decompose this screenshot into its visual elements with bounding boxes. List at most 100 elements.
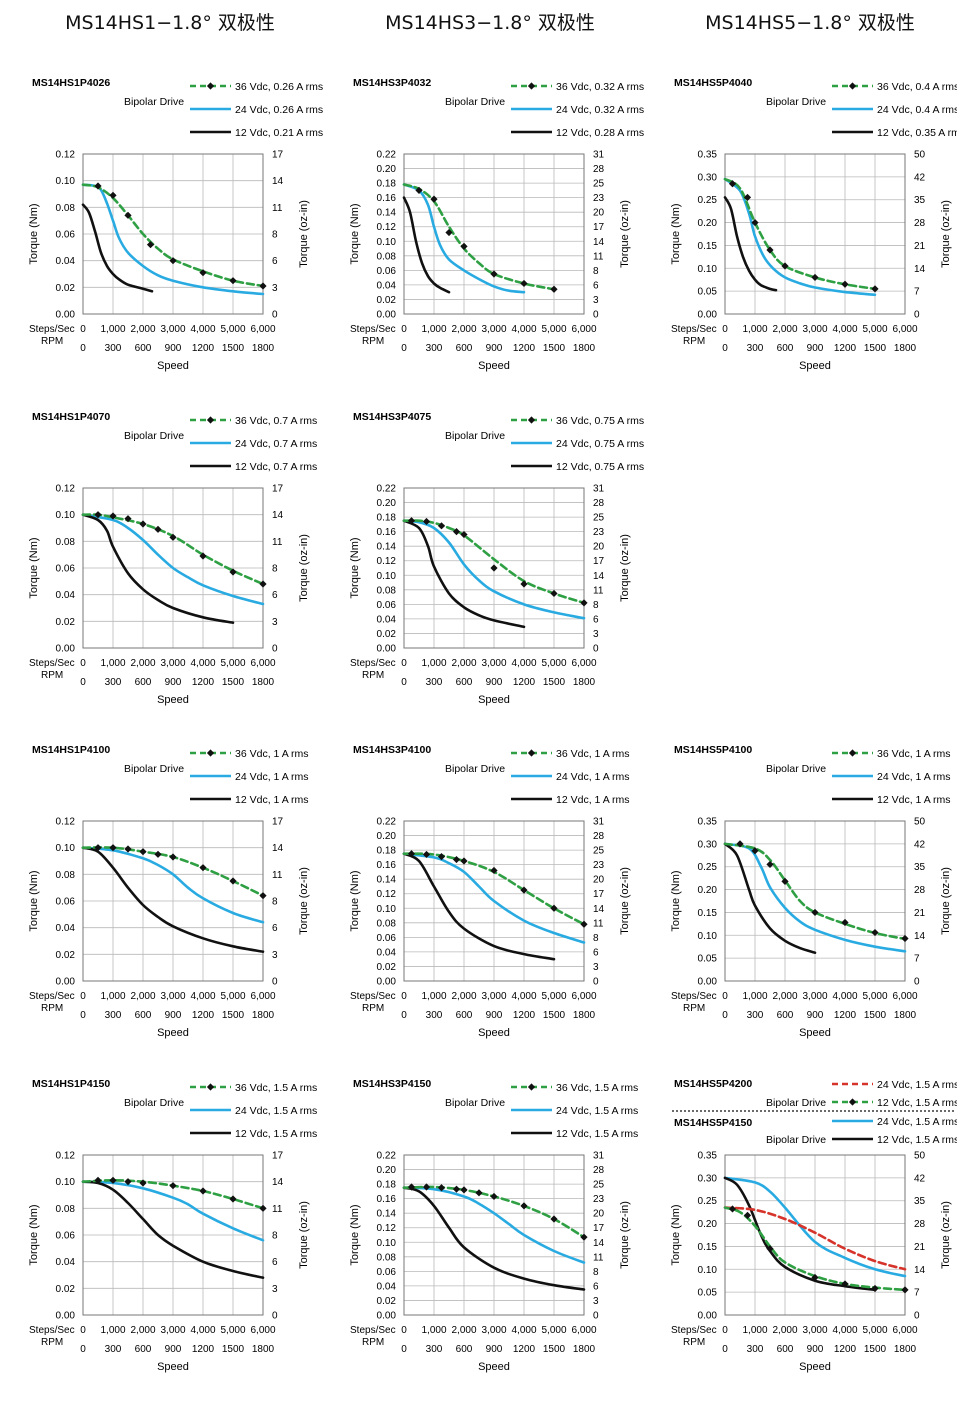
- y-tick-label: 0.04: [56, 1257, 76, 1268]
- y2-tick-label: 0: [914, 1311, 920, 1322]
- y2-tick-label: 6: [593, 947, 599, 958]
- y-tick-label: 0.22: [377, 150, 397, 161]
- series-marker: [259, 892, 267, 900]
- legend-subtitle: Bipolar Drive: [766, 96, 826, 108]
- y-tick-label: 0.08: [56, 537, 76, 548]
- x-tick-label: 0: [401, 1325, 407, 1336]
- x-tick-label: 3,000: [481, 1325, 506, 1336]
- x-row-label: Steps/Sec: [350, 1325, 396, 1336]
- chart-ms14hs1p4026: MS14HS1P4026 Bipolar Drive 36 Vdc, 0.26 A …: [28, 72, 348, 402]
- rpm-tick-label: 1500: [222, 1344, 245, 1355]
- x-tick-label: 6,000: [571, 1325, 596, 1336]
- y-tick-label: 0.10: [698, 1265, 718, 1276]
- legend-subtitle: Bipolar Drive: [445, 1097, 505, 1109]
- x-axis-title: Speed: [799, 1027, 831, 1039]
- series-marker: [452, 1185, 461, 1193]
- y-axis-title: Torque (Nm): [28, 203, 40, 264]
- x-tick-label: 5,000: [541, 324, 566, 335]
- y2-tick-label: 25: [593, 1180, 605, 1191]
- series-line: [402, 183, 526, 294]
- series-marker: [751, 847, 759, 855]
- y-tick-label: 0.02: [377, 295, 397, 306]
- y2-tick-label: 17: [272, 150, 284, 161]
- rpm-tick-label: 1200: [192, 677, 215, 688]
- y2-tick-label: 50: [914, 150, 926, 161]
- rpm-row-label: RPM: [362, 1003, 384, 1014]
- rpm-tick-label: 1200: [834, 1344, 857, 1355]
- y-tick-label: 0.06: [377, 600, 397, 611]
- y2-tick-label: 3: [593, 629, 599, 640]
- legend-marker: [848, 82, 857, 90]
- y-tick-label: 0.12: [56, 150, 76, 161]
- plot-frame: [724, 1154, 906, 1316]
- rpm-tick-label: 0: [80, 1010, 86, 1021]
- y2-tick-label: 20: [593, 542, 605, 553]
- rpm-row-label: RPM: [362, 670, 384, 681]
- x-tick-label: 2,000: [772, 324, 797, 335]
- plot-frame: [82, 487, 264, 649]
- rpm-tick-label: 0: [722, 1010, 728, 1021]
- y2-tick-label: 11: [593, 1252, 604, 1263]
- y-tick-label: 0.04: [56, 590, 76, 601]
- y-tick-label: 0.18: [377, 179, 397, 190]
- y2-tick-label: 50: [914, 1151, 926, 1162]
- series-line: [402, 852, 556, 961]
- y2-tick-label: 0: [593, 644, 599, 655]
- y2-tick-label: 14: [272, 843, 284, 854]
- y2-axis-title: Torque (oz-in): [298, 534, 310, 602]
- legend-subtitle: Bipolar Drive: [766, 1097, 826, 1109]
- series-marker: [811, 273, 819, 282]
- y2-tick-label: 0: [593, 1311, 599, 1322]
- y2-tick-label: 8: [272, 1231, 278, 1242]
- legend-label: 12 Vdc, 1.5 A rms: [877, 1097, 957, 1109]
- y-tick-label: 0.15: [698, 241, 718, 252]
- y2-tick-label: 28: [914, 1219, 926, 1230]
- x-tick-label: 6,000: [892, 1325, 917, 1336]
- rpm-tick-label: 600: [777, 1344, 794, 1355]
- chart-svg: MS14HS3P4075 Bipolar Drive 36 Vdc, 0.75 A …: [349, 411, 644, 706]
- series-line: [81, 183, 265, 296]
- rpm-tick-label: 1200: [513, 1344, 536, 1355]
- rpm-tick-label: 1200: [192, 1010, 215, 1021]
- legend-label: 36 Vdc, 0.4 A rms: [877, 81, 957, 93]
- y-tick-label: 0.10: [56, 510, 76, 521]
- x-row-label: Steps/Sec: [671, 1325, 717, 1336]
- legend-marker: [206, 416, 215, 424]
- series-marker: [124, 1178, 132, 1186]
- y2-tick-label: 23: [593, 860, 605, 871]
- x-axis-title: Speed: [478, 360, 510, 372]
- series-line: [402, 1186, 586, 1264]
- rpm-tick-label: 1800: [252, 1344, 275, 1355]
- series-line: [81, 846, 265, 924]
- y-tick-label: 0.08: [56, 1204, 76, 1215]
- chart-title: MS14HS5P4040: [674, 77, 752, 89]
- y2-tick-label: 6: [593, 280, 599, 291]
- y-tick-label: 0.12: [377, 889, 397, 900]
- series-line: [723, 1176, 877, 1292]
- plot-frame: [724, 820, 906, 982]
- legend-subtitle: Bipolar Drive: [445, 96, 505, 108]
- x-row-label: Steps/Sec: [671, 324, 717, 335]
- y2-tick-label: 7: [914, 954, 920, 965]
- x-tick-label: 1,000: [100, 658, 125, 669]
- x-tick-label: 6,000: [571, 658, 596, 669]
- y2-tick-label: 31: [593, 484, 605, 495]
- legend-label: 12 Vdc, 0.7 A rms: [235, 461, 317, 473]
- series-marker: [422, 517, 431, 526]
- series-marker: [169, 853, 177, 861]
- x-tick-label: 4,000: [832, 324, 857, 335]
- plot-frame: [82, 820, 264, 982]
- rpm-row-label: RPM: [41, 1003, 63, 1014]
- x-tick-label: 0: [80, 1325, 86, 1336]
- y2-tick-label: 6: [593, 1281, 599, 1292]
- series-marker: [430, 195, 438, 203]
- y-tick-label: 0.00: [698, 1311, 718, 1322]
- y2-tick-label: 21: [914, 241, 926, 252]
- legend-subtitle: Bipolar Drive: [124, 96, 184, 108]
- series-marker: [728, 1205, 737, 1213]
- x-tick-label: 1,000: [100, 1325, 125, 1336]
- x-row-label: Steps/Sec: [350, 991, 396, 1002]
- x-tick-label: 5,000: [220, 1325, 245, 1336]
- chart-ms14hs1p4150: MS14HS1P4150 Bipolar Drive 36 Vdc, 1.5 A r…: [28, 1073, 348, 1403]
- y-axis-title: Torque (Nm): [670, 203, 682, 264]
